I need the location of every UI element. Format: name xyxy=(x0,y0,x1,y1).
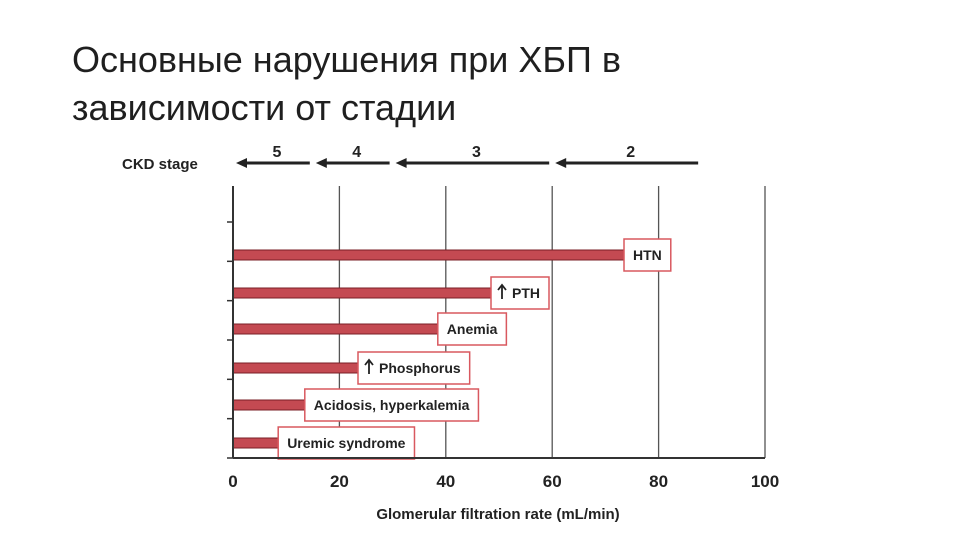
bar-3 xyxy=(232,362,367,374)
bar-label-2: Anemia xyxy=(437,312,508,346)
bar-2 xyxy=(232,323,447,335)
bar-0 xyxy=(232,249,633,261)
stage-2-label: 2 xyxy=(626,144,635,161)
stage-5-arrow-head xyxy=(236,158,247,168)
slide-title: Основные нарушения при ХБП в зависимости… xyxy=(72,36,892,132)
bar-label-box-1 xyxy=(490,276,550,310)
bar-label-box-4 xyxy=(304,388,480,422)
bar-4 xyxy=(232,399,314,411)
bar-label-text-1: PTH xyxy=(512,285,540,301)
bars: HTN PTH Anemia Phosphorus Acidosis, hyperkal… xyxy=(232,238,672,460)
x-axis: 0 20 40 60 80 100 xyxy=(227,186,779,491)
bar-label-1: PTH xyxy=(490,276,550,310)
ckd-stage-row: CKD stage 5 4 3 2 xyxy=(122,144,699,173)
bar-1 xyxy=(232,287,500,299)
bar-label-text-0: HTN xyxy=(633,247,662,263)
bar-label-text-2: Anemia xyxy=(447,321,498,337)
bar-label-0: HTN xyxy=(623,238,672,272)
x-tick-label-100: 100 xyxy=(751,472,779,491)
stage-4-arrow-head xyxy=(315,158,327,168)
x-tick-label-60: 60 xyxy=(543,472,562,491)
bar-label-5: Uremic syndrome xyxy=(277,426,416,460)
x-tick-label-40: 40 xyxy=(436,472,455,491)
bar-label-box-0 xyxy=(623,238,672,272)
bar-label-3: Phosphorus xyxy=(357,351,471,385)
bar-label-box-3 xyxy=(357,351,471,385)
bar-label-text-3: Phosphorus xyxy=(379,360,461,376)
stage-4-label: 4 xyxy=(352,144,361,161)
x-axis-label: Glomerular filtration rate (mL/min) xyxy=(376,506,619,523)
up-arrow-icon-head xyxy=(364,358,374,366)
bar-label-box-2 xyxy=(437,312,508,346)
slide-title-line-2: зависимости от стадии xyxy=(72,87,457,128)
stage-3-label: 3 xyxy=(472,144,481,161)
slide-title-line-1: Основные нарушения при ХБП в xyxy=(72,39,621,80)
bar-label-text-4: Acidosis, hyperkalemia xyxy=(314,397,470,413)
x-tick-label-20: 20 xyxy=(330,472,349,491)
bar-label-text-5: Uremic syndrome xyxy=(287,435,405,451)
ckd-stage-label: CKD stage xyxy=(122,156,198,173)
x-tick-label-80: 80 xyxy=(649,472,668,491)
stage-2-arrow-head xyxy=(555,158,567,168)
bar-label-4: Acidosis, hyperkalemia xyxy=(304,388,480,422)
x-tick-label-0: 0 xyxy=(228,472,237,491)
stage-3-arrow-head xyxy=(395,158,407,168)
up-arrow-icon-head xyxy=(497,283,507,291)
stage-5-label: 5 xyxy=(272,144,281,161)
